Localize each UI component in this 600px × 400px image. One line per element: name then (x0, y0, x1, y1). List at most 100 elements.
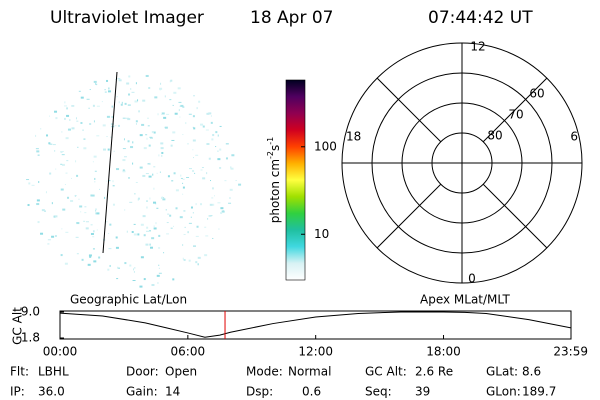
speck (75, 160, 77, 163)
speck (92, 248, 95, 250)
speck (171, 139, 175, 141)
date: 18 Apr 07 (250, 8, 333, 28)
speck (160, 82, 162, 85)
speck (76, 174, 79, 177)
speck (178, 101, 182, 103)
status-label: Flt: (10, 365, 29, 379)
speck (200, 203, 203, 206)
speck (102, 148, 106, 151)
speck (92, 104, 95, 107)
speck (71, 127, 75, 130)
speck (160, 147, 164, 150)
speck (180, 177, 183, 179)
speck (116, 278, 119, 280)
speck (93, 260, 97, 263)
speck (180, 174, 182, 177)
speck (213, 203, 215, 206)
speck (159, 87, 163, 90)
speck (147, 117, 150, 119)
speck (133, 233, 137, 236)
speck (67, 196, 70, 199)
speck (93, 80, 97, 83)
speck (95, 212, 98, 215)
speck (60, 188, 64, 191)
speck (128, 93, 131, 96)
speck (89, 255, 92, 258)
status-value: 8.6 (522, 365, 541, 379)
speck (224, 180, 227, 182)
speck (146, 137, 148, 140)
speck (71, 105, 75, 107)
speck (132, 162, 134, 165)
speck (54, 234, 57, 237)
speck (26, 179, 30, 181)
speck (120, 103, 123, 106)
speck (137, 99, 139, 102)
speck (229, 197, 231, 199)
speck (111, 115, 114, 118)
speck (49, 115, 51, 117)
speck (65, 172, 68, 174)
speck (131, 231, 134, 234)
speck (112, 180, 114, 183)
status-label: Gain: (126, 385, 158, 399)
status-label: Seq: (365, 385, 392, 399)
speck (106, 79, 109, 82)
speck (153, 225, 155, 227)
speck (221, 210, 225, 213)
speck (108, 87, 110, 90)
speck (235, 180, 237, 182)
speck (162, 198, 166, 201)
speck (64, 184, 66, 186)
speck (143, 147, 147, 150)
speck (134, 100, 138, 103)
speck (146, 226, 149, 229)
speck (146, 200, 149, 202)
status-value: LBHL (38, 365, 69, 379)
speck (173, 225, 175, 227)
colorbar-label: photon cm-2s-1 (266, 137, 282, 224)
speck (83, 220, 86, 222)
speck (94, 170, 97, 172)
speck (149, 197, 151, 200)
speck (209, 203, 213, 206)
speck (92, 161, 94, 163)
speck (151, 131, 154, 134)
speck (139, 134, 143, 137)
colorbar-tick-label: 10 (314, 227, 329, 241)
speck (93, 155, 97, 158)
speck (217, 158, 221, 161)
speck (122, 148, 126, 150)
speck (133, 268, 135, 271)
lat-label: 70 (508, 108, 523, 122)
speck (127, 118, 131, 121)
speck (206, 143, 210, 145)
y-tick-label: 1.8 (21, 331, 40, 345)
speck (89, 89, 91, 91)
speck (164, 95, 166, 98)
colorbar (285, 79, 306, 281)
mlt-label: 18 (346, 130, 361, 144)
speck (145, 243, 149, 246)
speck (188, 113, 192, 115)
speck (85, 227, 89, 230)
speck (205, 235, 209, 237)
speck (128, 75, 131, 78)
speck (153, 131, 156, 134)
speck (134, 193, 136, 195)
speck (46, 134, 49, 137)
speck (206, 112, 210, 115)
speck (222, 210, 224, 212)
speck (118, 101, 120, 104)
speck (54, 110, 58, 113)
status-label: Dsp: (246, 385, 273, 399)
orbit-title-left: Geographic Lat/Lon (70, 293, 187, 307)
status-label: GLat: (486, 365, 518, 379)
speck (110, 136, 112, 138)
speck (147, 125, 150, 127)
speck (212, 134, 215, 137)
speck (137, 198, 139, 201)
speck (192, 126, 194, 128)
speck (149, 137, 153, 139)
speck (175, 207, 178, 210)
